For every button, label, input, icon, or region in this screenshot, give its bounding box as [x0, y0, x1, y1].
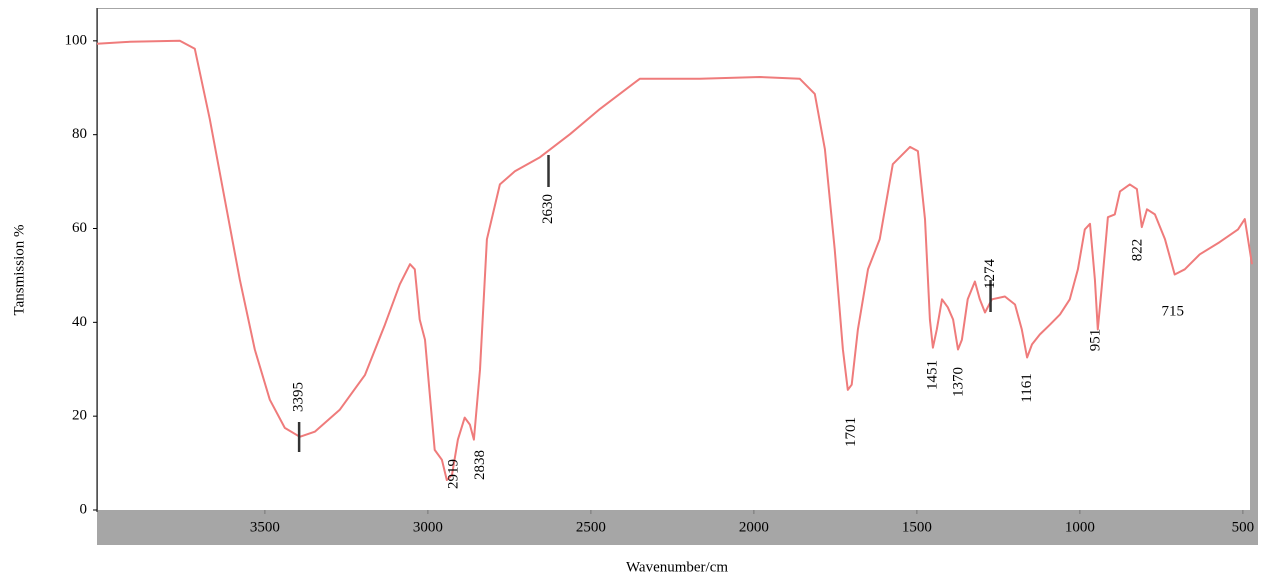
- y-tick-label: 0: [80, 501, 88, 517]
- peak-label: 3395: [291, 382, 307, 412]
- x-tick-label: 1500: [902, 519, 932, 535]
- y-tick-label: 80: [72, 126, 87, 142]
- y-tick-label: 100: [65, 32, 88, 48]
- x-tick-label: 3500: [250, 519, 280, 535]
- y-tick-label: 20: [72, 408, 87, 424]
- x-tick-label: 3000: [413, 519, 443, 535]
- peak-label: 2838: [472, 450, 488, 480]
- peak-label: 1451: [924, 360, 940, 390]
- x-tick-label: 2500: [576, 519, 606, 535]
- x-tick-label: 1000: [1065, 519, 1095, 535]
- peak-label: 1161: [1019, 373, 1035, 402]
- spectrum-line: [96, 39, 1253, 481]
- peak-label: 1274: [982, 259, 998, 290]
- peak-label: 1370: [951, 367, 967, 397]
- x-axis-label: Wavenumber/cm: [626, 559, 728, 575]
- y-axis-label: Tansmission %: [11, 224, 27, 315]
- peak-label: 2630: [540, 194, 556, 224]
- y-tick-label: 60: [72, 220, 87, 236]
- x-tick-label: 500: [1232, 519, 1255, 535]
- peak-label: 822: [1129, 239, 1145, 262]
- peak-label: 715: [1162, 303, 1185, 319]
- peak-label: 951: [1087, 329, 1103, 352]
- plot-area: [98, 9, 1250, 510]
- peak-label: 1701: [843, 417, 859, 447]
- x-tick-label: 2000: [739, 519, 769, 535]
- peak-label: 2919: [446, 459, 462, 489]
- y-tick-label: 40: [72, 314, 87, 330]
